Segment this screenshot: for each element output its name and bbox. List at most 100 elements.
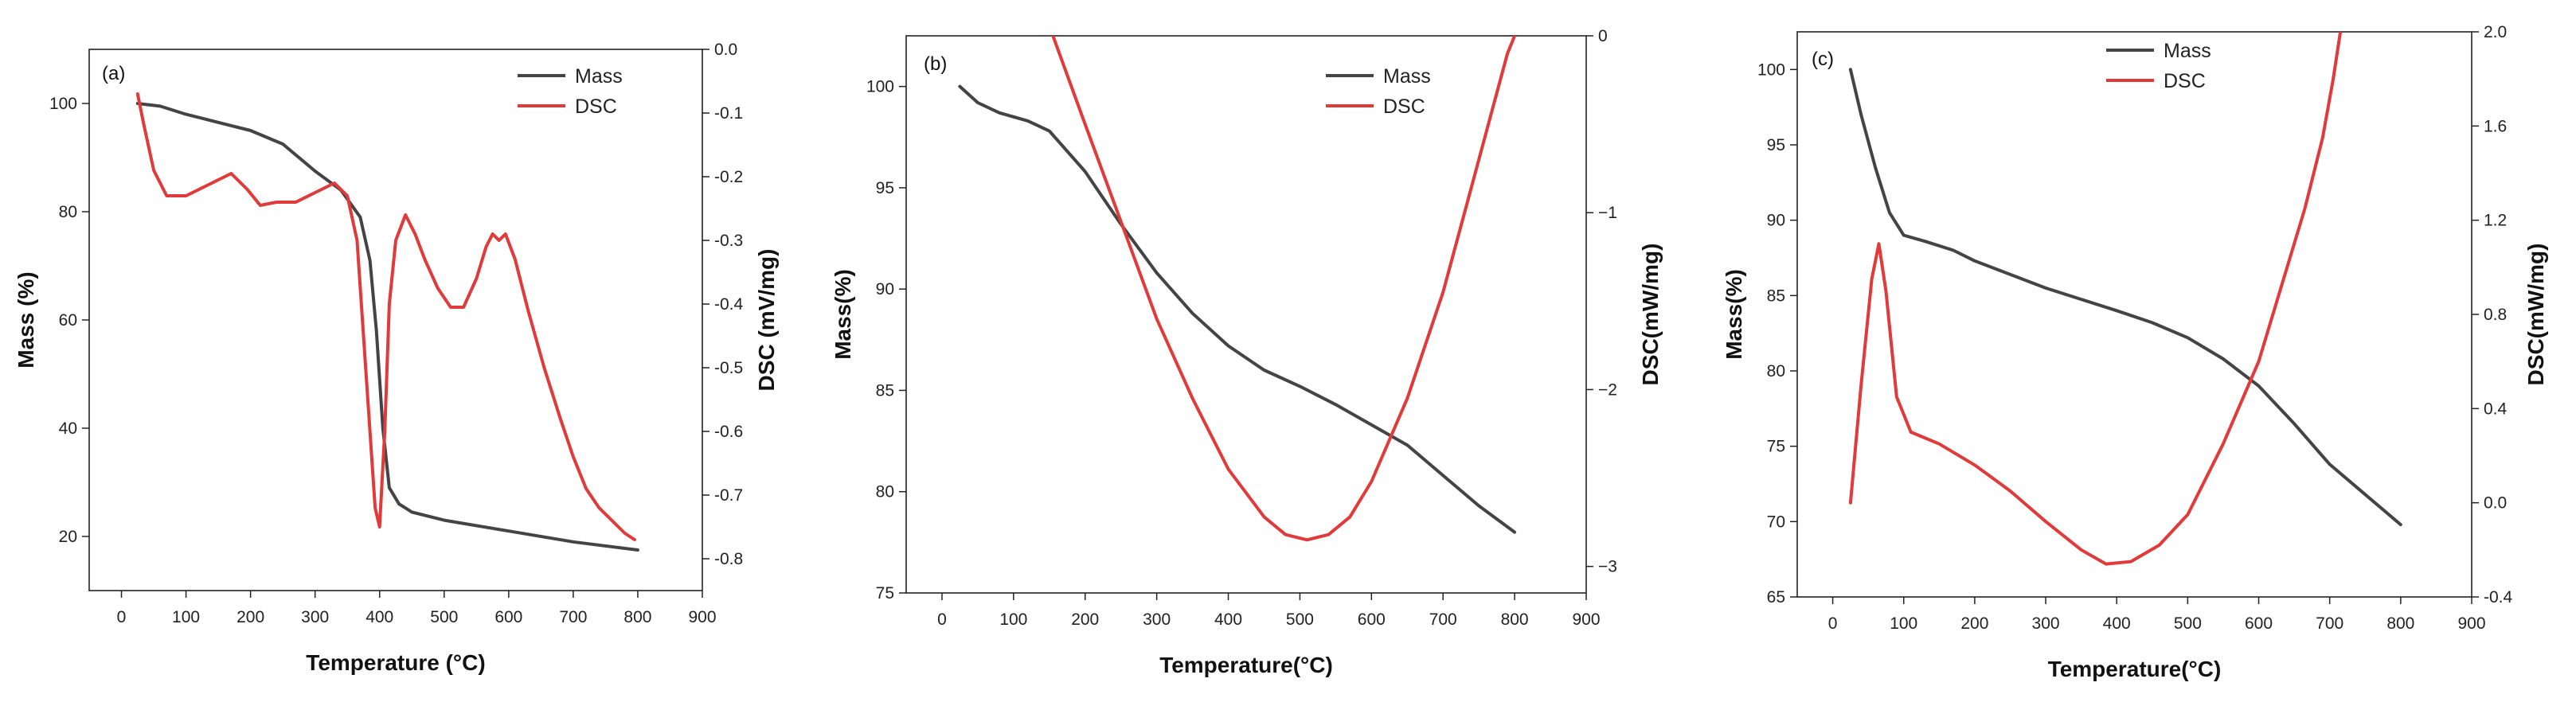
y2-axis-label: DSC(mW/mg)	[2523, 244, 2548, 386]
x-tick-label: 200	[236, 608, 264, 626]
x-tick-label: 800	[1501, 610, 1529, 629]
x-tick-label: 600	[494, 608, 522, 626]
mass-series-line	[958, 84, 1517, 534]
y-tick-label: 85	[876, 381, 894, 400]
y-tick-label: 65	[1767, 588, 1785, 606]
x-tick-label: 100	[1890, 614, 1917, 633]
x-tick-label: 700	[1429, 610, 1457, 629]
x-tick-label: 900	[2457, 614, 2485, 633]
x-tick-label: 900	[1572, 610, 1600, 629]
y-tick-label: 75	[876, 584, 894, 603]
dsc-series-line	[1848, 32, 2343, 566]
x-tick-label: 800	[2386, 614, 2414, 633]
series-group	[958, 36, 1517, 542]
y2-tick-label: -0.8	[714, 550, 743, 568]
x-tick-label: 0	[937, 610, 947, 629]
y-tick-label: 95	[1767, 136, 1785, 154]
y2-tick-label: -0.2	[714, 168, 743, 186]
x-tick-label: 600	[1358, 610, 1386, 629]
y2-tick-label: −1	[1598, 204, 1617, 222]
x-axis-label: Temperature(°C)	[2048, 657, 2222, 681]
x-tick-label: 0	[1828, 614, 1838, 633]
x-tick-label: 200	[1960, 614, 1988, 633]
legend-label-dsc: DSC	[1383, 96, 1425, 118]
y2-axis-label: DSC (mV/mg)	[754, 249, 779, 392]
panel-b: 0 100 200 300 400 500 600 700 800 900 75 80 85 90 95 10…	[831, 27, 1663, 677]
y2-tick-label: −2	[1598, 380, 1617, 399]
y2-tick-label: -0.4	[714, 295, 744, 314]
y2-tick-label: 0	[1598, 27, 1608, 45]
y-tick-label: 80	[876, 483, 894, 501]
y2-tick-label: 2.0	[2484, 23, 2507, 41]
x-tick-label: 300	[1143, 610, 1171, 629]
y-tick-label: 90	[876, 280, 894, 298]
x-tick-label: 100	[999, 610, 1027, 629]
legend-label-mass: Mass	[1383, 65, 1431, 88]
y-tick-label: 80	[1767, 362, 1785, 380]
x-tick-label: 200	[1071, 610, 1099, 629]
x-tick-label: 100	[172, 608, 200, 626]
panel-label: (b)	[924, 53, 947, 75]
x-tick-label: 500	[2174, 614, 2202, 633]
y-tick-label: 70	[1767, 513, 1785, 531]
panel-label: (c)	[1812, 49, 1834, 70]
x-tick-label: 900	[688, 608, 716, 626]
plot-frame	[1796, 31, 2472, 598]
x-axis-label: Temperature (°C)	[306, 650, 485, 675]
panel-label: (a)	[102, 63, 125, 84]
dsc-series-line	[135, 92, 636, 541]
y2-tick-label: −3	[1598, 558, 1617, 576]
y2-tick-label: 1.2	[2484, 212, 2507, 230]
x-tick-label: 400	[1214, 610, 1242, 629]
panel-a: 0 100 200 300 400 500 600 700 800 900 20 40 60 80 100 -…	[14, 41, 779, 675]
y-tick-label: 75	[1767, 438, 1785, 456]
legend-label-mass: Mass	[2164, 40, 2211, 62]
mass-series-line	[135, 102, 639, 552]
y-tick-label: 100	[1757, 60, 1785, 79]
x-tick-label: 400	[365, 608, 393, 626]
legend-label-dsc: DSC	[2164, 70, 2206, 92]
x-tick-label: 0	[117, 608, 127, 626]
y-tick-label: 100	[866, 78, 894, 96]
x-tick-label: 600	[2245, 614, 2273, 633]
legend-label-dsc: DSC	[575, 96, 617, 118]
series-group	[135, 92, 639, 552]
x-tick-label: 300	[301, 608, 329, 626]
y-tick-label: 80	[59, 203, 77, 221]
panel-c: 0 100 200 300 400 500 600 700 800 900 65 70 75 80 85 90…	[1722, 23, 2548, 681]
y2-tick-label: -0.6	[714, 423, 743, 441]
x-tick-label: 300	[2032, 614, 2060, 633]
x-tick-label: 700	[2316, 614, 2343, 633]
legend-label-mass: Mass	[575, 65, 623, 88]
dsc-series-line	[1051, 36, 1517, 542]
y2-tick-label: 0.0	[714, 41, 737, 59]
y2-tick-label: 1.6	[2484, 117, 2507, 135]
plot-frame	[88, 49, 703, 591]
y-tick-label: 85	[1767, 287, 1785, 305]
y2-tick-label: -0.1	[714, 104, 743, 123]
plot-frame	[905, 35, 1587, 594]
y2-tick-label: -0.3	[714, 232, 743, 250]
y-axis-label: Mass(%)	[1722, 269, 1746, 360]
mass-series-line	[1848, 68, 2402, 527]
x-tick-label: 500	[1286, 610, 1314, 629]
y-axis-label: Mass(%)	[831, 269, 855, 360]
y2-tick-label: -0.5	[714, 359, 743, 377]
y-tick-label: 20	[59, 528, 77, 546]
x-tick-label: 700	[559, 608, 587, 626]
x-tick-label: 400	[2103, 614, 2131, 633]
y2-tick-label: 0.0	[2484, 494, 2507, 513]
y-tick-label: 90	[1767, 212, 1785, 230]
y-tick-label: 100	[49, 95, 77, 113]
series-group	[1848, 32, 2402, 566]
y2-tick-label: 0.8	[2484, 306, 2507, 324]
y2-tick-label: -0.4	[2484, 588, 2513, 606]
y-axis-label: Mass (%)	[14, 271, 38, 368]
y2-tick-label: -0.7	[714, 486, 743, 505]
y-tick-label: 95	[876, 179, 894, 197]
y-tick-label: 40	[59, 419, 77, 438]
x-tick-label: 800	[623, 608, 651, 626]
y-tick-label: 60	[59, 311, 77, 330]
y2-tick-label: 0.4	[2484, 400, 2508, 418]
